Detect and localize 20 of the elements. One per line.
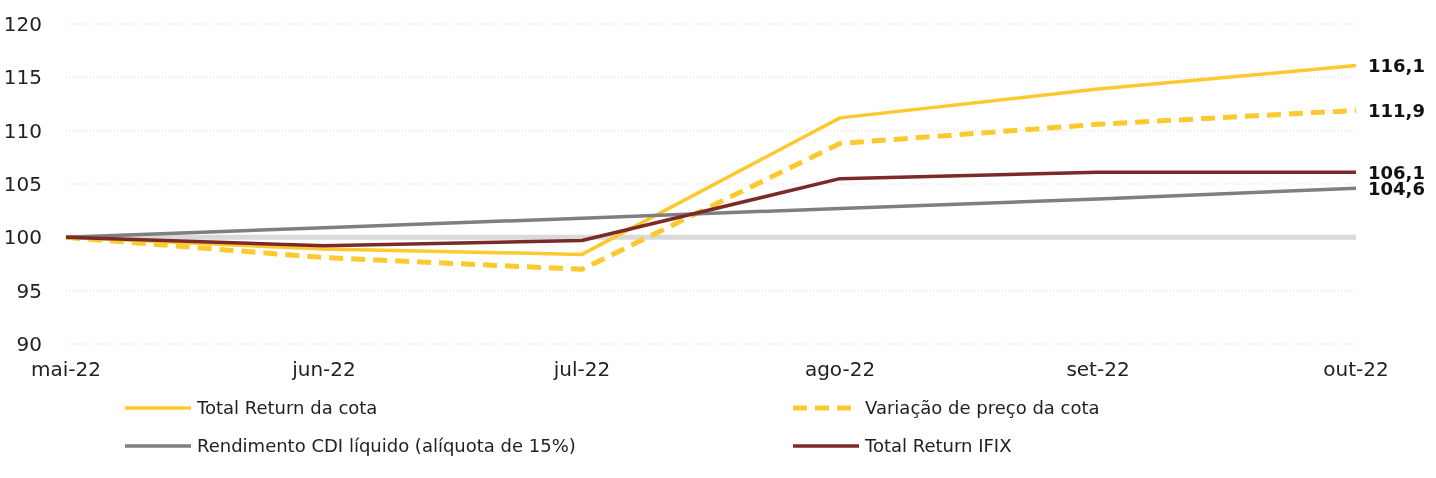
x-tick-label: out-22 (1323, 357, 1389, 381)
x-tick-label: set-22 (1066, 357, 1130, 381)
data-label: 111,9 (1368, 99, 1425, 121)
x-tick-label: jul-22 (552, 357, 611, 381)
y-tick-label: 120 (3, 12, 42, 36)
y-tick-label: 100 (3, 225, 42, 250)
x-tick-label: mai-22 (31, 357, 101, 381)
legend-label: Variação de preço da cota (865, 397, 1100, 419)
x-tick-label: jun-22 (291, 357, 356, 381)
legend-label: Total Return da cota (196, 397, 378, 419)
legend-label: Rendimento CDI líquido (alíquota de 15%) (197, 435, 576, 457)
y-tick-label: 110 (3, 118, 42, 143)
legend-label: Total Return IFIX (864, 435, 1012, 457)
data-label: 116,1 (1368, 54, 1425, 76)
y-tick-label: 90 (16, 332, 42, 356)
y-tick-label: 115 (3, 65, 42, 90)
y-tick-label: 105 (3, 172, 42, 196)
line-series (64, 170, 1358, 248)
y-tick-label: 95 (16, 278, 42, 303)
x-tick-label: ago-22 (804, 357, 876, 381)
